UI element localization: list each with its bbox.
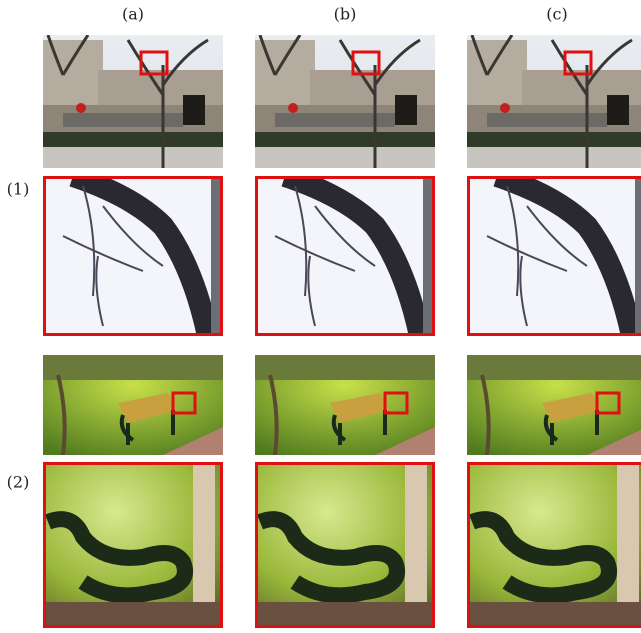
image: [255, 355, 435, 455]
row-label: (2): [7, 473, 30, 492]
row-label: (1): [7, 180, 30, 199]
zoom-image: [255, 176, 435, 336]
zoom-image: [43, 176, 223, 336]
zoom-image: [255, 462, 435, 628]
image: [43, 35, 223, 168]
image: [255, 35, 435, 168]
zoom-image: [467, 462, 641, 628]
image: [43, 355, 223, 455]
figure: (a) (b) (c) (1) (2): [0, 0, 641, 633]
zoom-image: [43, 462, 223, 628]
column-label: (b): [334, 5, 357, 24]
image: [467, 35, 641, 168]
column-label: (a): [122, 5, 144, 24]
image: [467, 355, 641, 455]
column-label: (c): [546, 5, 567, 24]
zoom-image: [467, 176, 641, 336]
page: (a) (b) (c) (1) (2) (() => { const data …: [0, 0, 641, 633]
